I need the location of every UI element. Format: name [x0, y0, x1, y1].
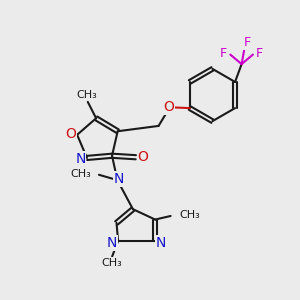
Text: N: N [113, 172, 124, 186]
Text: CH₃: CH₃ [179, 210, 200, 220]
Text: F: F [256, 47, 263, 60]
Text: CH₃: CH₃ [76, 89, 97, 100]
Text: CH₃: CH₃ [102, 258, 122, 268]
Text: O: O [164, 100, 174, 114]
Text: O: O [65, 127, 76, 141]
Text: N: N [75, 152, 85, 166]
Text: F: F [220, 47, 227, 60]
Text: N: N [156, 236, 166, 250]
Text: N: N [107, 236, 117, 250]
Text: O: O [137, 150, 148, 164]
Text: CH₃: CH₃ [70, 169, 91, 178]
Text: F: F [243, 36, 250, 49]
